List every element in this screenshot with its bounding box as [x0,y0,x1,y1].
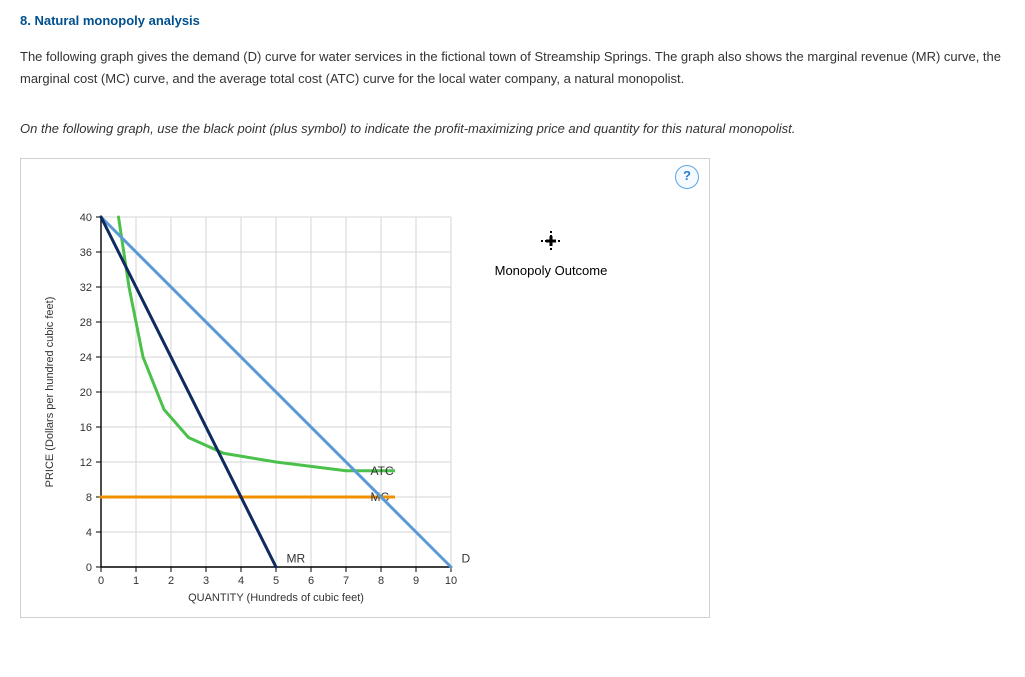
monopoly-outcome-label: Monopoly Outcome [495,263,608,278]
y-tick-label: 40 [80,212,92,224]
x-tick-label: 8 [378,575,384,587]
x-tick-label: 5 [273,575,279,587]
y-tick-label: 16 [80,422,92,434]
curve-label-ATC: ATC [371,464,394,478]
x-tick-label: 1 [133,575,139,587]
x-tick-label: 3 [203,575,209,587]
question-title: 8. Natural monopoly analysis [20,10,1005,32]
question-instruction: On the following graph, use the black po… [20,118,1005,140]
y-tick-label: 24 [80,352,92,364]
y-axis-label: PRICE (Dollars per hundred cubic feet) [44,297,56,488]
graph-panel: ? 0123456789100481216202428323640QUANTIT… [20,158,710,618]
x-tick-label: 0 [98,575,104,587]
y-tick-label: 12 [80,457,92,469]
x-tick-label: 2 [168,575,174,587]
x-axis-label: QUANTITY (Hundreds of cubic feet) [188,592,364,604]
x-tick-label: 6 [308,575,314,587]
economics-chart[interactable]: 0123456789100481216202428323640QUANTITY … [21,167,709,607]
y-tick-label: 32 [80,282,92,294]
y-tick-label: 0 [86,562,92,574]
y-tick-label: 20 [80,387,92,399]
x-tick-label: 10 [445,575,457,587]
y-tick-label: 36 [80,247,92,259]
x-tick-label: 9 [413,575,419,587]
curve-label-MR: MR [287,552,306,566]
y-tick-label: 4 [86,527,92,539]
x-tick-label: 4 [238,575,244,587]
y-tick-label: 28 [80,317,92,329]
question-body: The following graph gives the demand (D)… [20,46,1005,90]
question-number: 8. [20,13,31,28]
x-tick-label: 7 [343,575,349,587]
curve-label-D: D [462,552,471,566]
monopoly-outcome-tool[interactable] [541,231,561,251]
y-tick-label: 8 [86,492,92,504]
question-title-text: Natural monopoly analysis [34,13,199,28]
curve-ATC[interactable] [119,217,347,471]
